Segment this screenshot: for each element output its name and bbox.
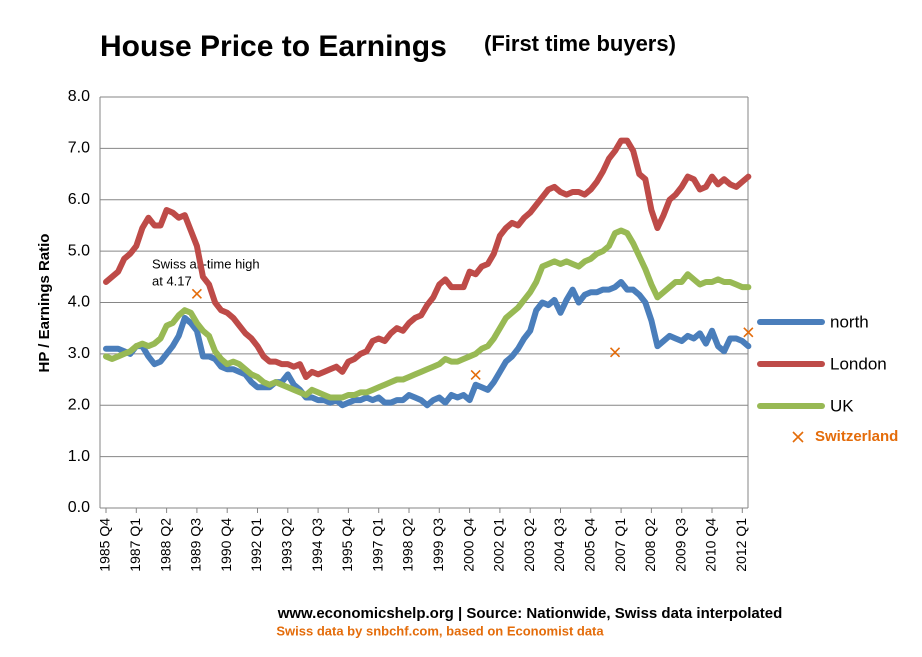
swiss-point [743,327,754,338]
legend-label: London [830,354,887,373]
swiss-point [191,288,202,299]
x-tick-label: 1988 Q2 [157,518,173,572]
annotation: Swiss all-time high [152,256,260,271]
series-line [103,278,752,409]
x-tick-label: 1999 Q3 [430,518,446,572]
series-line [103,137,752,380]
x-tick-label: 2009 Q3 [672,518,688,572]
x-tick-label: 2008 Q2 [642,518,658,572]
legend-label: north [830,312,869,331]
chart-title: House Price to Earnings [100,30,447,63]
x-tick-label: 2012 Q1 [733,518,749,572]
y-tick-label: 7.0 [68,140,90,157]
x-tick-label: 1995 Q4 [339,518,355,572]
chart-subtitle: (First time buyers) [484,31,676,56]
data-note: Swiss data by snbchf.com, based on Econo… [276,623,604,638]
x-tick-label: 1997 Q1 [369,518,385,572]
series-line [103,227,752,401]
x-tick-label: 1990 Q4 [218,518,234,572]
x-tick-label: 1985 Q4 [97,518,113,572]
legend-label: UK [830,396,854,415]
legend-label: Switzerland [815,428,898,445]
y-axis-label: HP / Earnings Ratio [36,234,53,373]
swiss-point [470,369,481,381]
y-tick-label: 5.0 [68,242,90,259]
y-tick-label: 6.0 [68,191,90,208]
legend-marker [792,431,804,443]
annotation: at 4.17 [152,273,192,288]
x-tick-label: 2010 Q4 [703,518,719,572]
source-note: www.economicshelp.org | Source: Nationwi… [277,605,783,622]
x-tick-label: 2005 Q4 [582,518,598,572]
x-tick-label: 2000 Q4 [460,518,476,572]
x-tick-label: 1987 Q1 [127,518,143,572]
x-tick-label: 2004 Q3 [551,518,567,572]
y-tick-label: 2.0 [68,396,90,413]
x-tick-label: 2007 Q1 [612,518,628,572]
y-tick-label: 3.0 [68,345,90,362]
y-tick-label: 1.0 [68,448,90,465]
x-tick-label: 1993 Q2 [279,518,295,572]
x-tick-label: 1989 Q3 [188,518,204,572]
swiss-point [609,347,621,358]
y-tick-label: 8.0 [68,88,90,105]
y-tick-label: 0.0 [68,499,90,516]
x-tick-label: 1994 Q3 [309,518,325,572]
x-tick-label: 1998 Q2 [400,518,416,572]
x-tick-label: 1992 Q1 [248,518,264,572]
x-tick-label: 2002 Q1 [491,518,507,572]
x-tick-label: 2003 Q2 [521,518,537,572]
y-tick-label: 4.0 [68,294,90,311]
